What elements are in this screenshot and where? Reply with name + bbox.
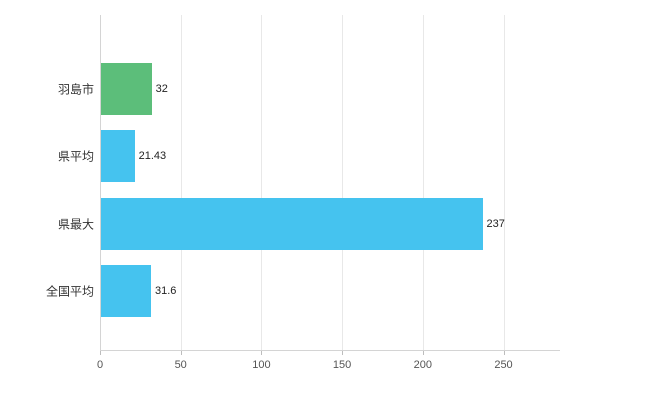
x-axis-tick bbox=[342, 350, 344, 355]
value-label: 237 bbox=[486, 217, 505, 230]
value-label: 21.43 bbox=[138, 150, 167, 163]
gridline bbox=[422, 15, 424, 350]
category-label: 全国平均 bbox=[45, 284, 94, 299]
x-axis-tick bbox=[261, 350, 263, 355]
gridline bbox=[503, 15, 505, 350]
x-axis-tick-label: 250 bbox=[494, 359, 513, 371]
x-axis-tick bbox=[100, 350, 101, 355]
y-axis-line bbox=[100, 15, 101, 350]
x-axis-tick-label: 0 bbox=[96, 359, 104, 371]
x-axis-tick-label: 100 bbox=[252, 359, 271, 371]
value-label: 31.6 bbox=[155, 285, 177, 298]
x-axis-tick-label: 200 bbox=[413, 359, 432, 371]
x-axis-line bbox=[100, 350, 560, 351]
x-axis-tick-label: 150 bbox=[332, 359, 352, 371]
x-axis-tick bbox=[422, 350, 424, 355]
gridline bbox=[342, 15, 344, 350]
category-label: 県平均 bbox=[57, 149, 94, 164]
x-axis-tick-label: 50 bbox=[174, 359, 187, 371]
category-label: 羽島市 bbox=[57, 82, 94, 97]
x-axis-tick bbox=[180, 350, 182, 355]
x-axis-tick bbox=[503, 350, 505, 355]
bar bbox=[101, 62, 152, 115]
category-label: 県最大 bbox=[57, 217, 94, 232]
bar bbox=[101, 130, 135, 183]
value-label: 32 bbox=[155, 82, 168, 95]
bar bbox=[101, 265, 151, 318]
gridline bbox=[180, 15, 182, 350]
gridline bbox=[261, 15, 263, 350]
bar bbox=[101, 197, 483, 250]
